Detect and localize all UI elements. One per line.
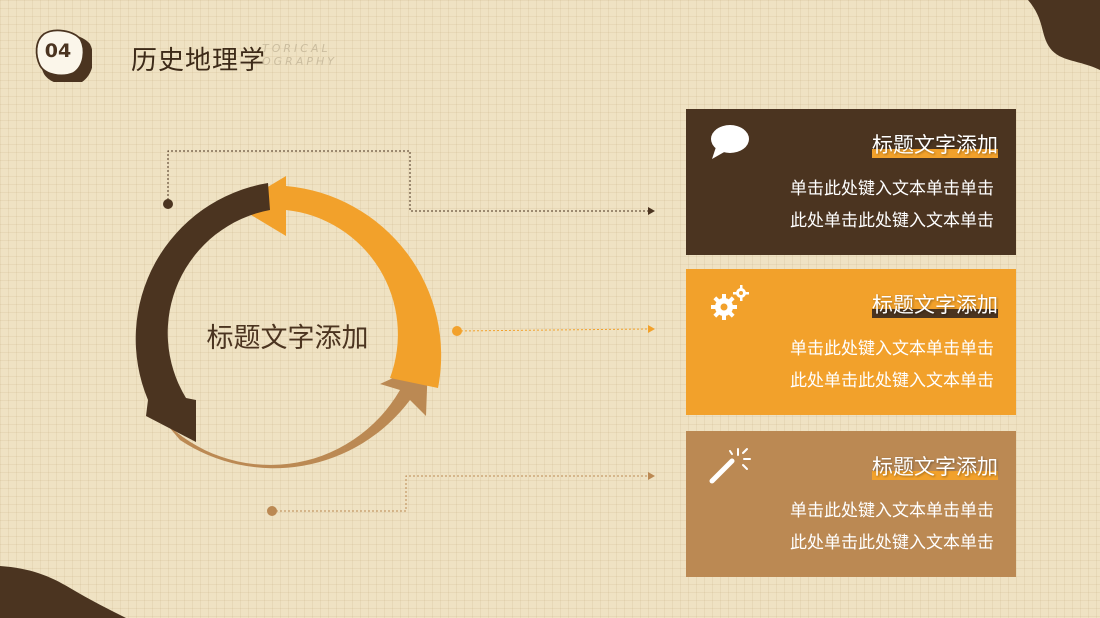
card-text-line2: 此处单击此处键入文本单击 bbox=[790, 371, 994, 391]
card-title-text: 标题文字添加 bbox=[872, 455, 998, 479]
card-title: 标题文字添加 bbox=[872, 451, 998, 481]
card-text-line1: 单击此处键入文本单击单击 bbox=[790, 339, 994, 359]
section-number: 04 bbox=[44, 40, 72, 62]
center-title: 标题文字添加 bbox=[206, 323, 369, 354]
corner-decoration-bottom-left bbox=[0, 566, 126, 618]
card-title-text: 标题文字添加 bbox=[872, 133, 998, 157]
section-badge: 04 bbox=[34, 28, 92, 82]
cycle-arrow-tan bbox=[163, 362, 428, 469]
card-text-line2: 此处单击此处键入文本单击 bbox=[790, 533, 994, 553]
cycle-arrow-dark bbox=[135, 183, 270, 442]
ghost-subtitle-line1: TORICAL bbox=[262, 42, 331, 55]
card-title: 标题文字添加 bbox=[872, 129, 998, 159]
ghost-subtitle-line2: OGRAPHY bbox=[262, 55, 337, 68]
page-title: 历史地理学 bbox=[131, 46, 267, 76]
card-text-line1: 单击此处键入文本单击单击 bbox=[790, 501, 994, 521]
card-title-text: 标题文字添加 bbox=[872, 293, 998, 317]
corner-decoration-top-right bbox=[1028, 0, 1100, 70]
info-card-1: 标题文字添加 单击此处键入文本单击单击 此处单击此处键入文本单击 bbox=[686, 109, 1016, 255]
gears-icon bbox=[711, 285, 749, 320]
magic-wand-icon bbox=[709, 448, 751, 484]
speech-bubble-icon bbox=[711, 125, 749, 159]
ghost-subtitle: TORICAL OGRAPHY bbox=[262, 42, 337, 68]
card-text-line2: 此处单击此处键入文本单击 bbox=[790, 211, 994, 231]
info-card-2: 标题文字添加 单击此处键入文本单击单击 此处单击此处键入文本单击 bbox=[686, 269, 1016, 415]
card-text-line1: 单击此处键入文本单击单击 bbox=[790, 179, 994, 199]
cycle-diagram bbox=[135, 176, 442, 469]
card-title: 标题文字添加 bbox=[872, 289, 998, 319]
info-card-3: 标题文字添加 单击此处键入文本单击单击 此处单击此处键入文本单击 bbox=[686, 431, 1016, 577]
